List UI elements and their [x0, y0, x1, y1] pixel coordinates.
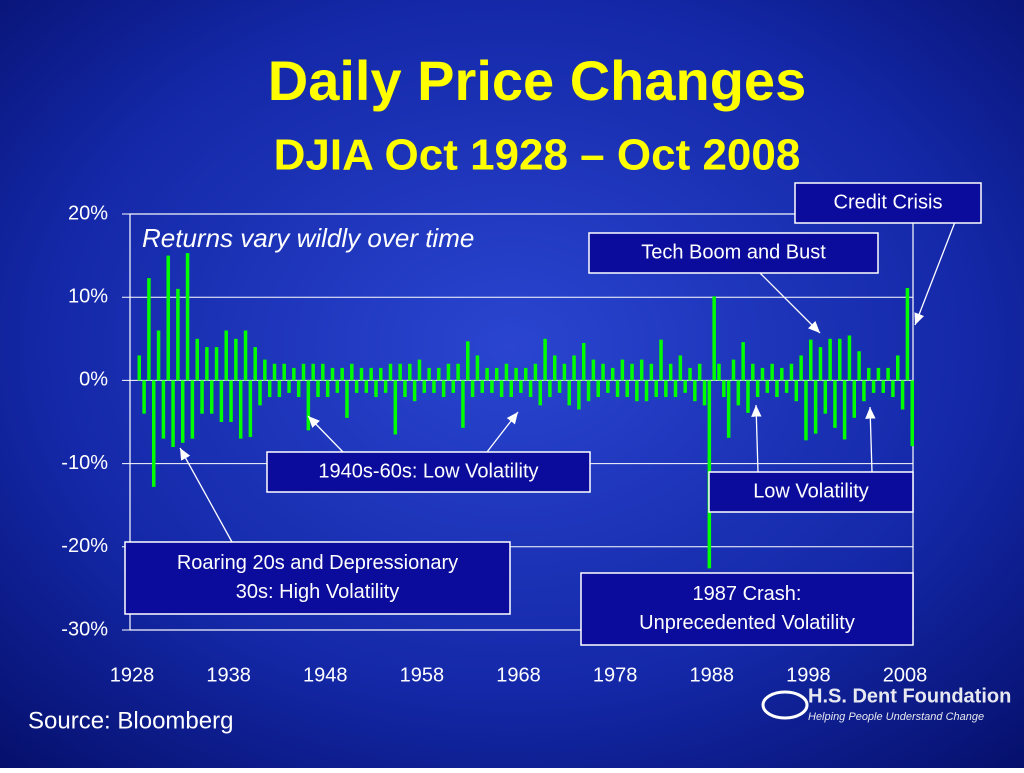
annotation-text: 1940s-60s: Low Volatility — [318, 460, 538, 482]
annotation-text: Tech Boom and Bust — [641, 241, 826, 263]
annotation-box — [124, 541, 511, 615]
annotation-text: Unprecedented Volatility — [639, 612, 855, 634]
logo: H.S. Dent Foundation Helping People Unde… — [761, 685, 1011, 723]
x-tick-label: 1988 — [690, 664, 735, 686]
x-tick-label: 2008 — [883, 664, 928, 686]
arrow — [751, 404, 762, 473]
y-tick-label: 0% — [79, 369, 108, 391]
x-tick-label: 1948 — [303, 664, 348, 686]
arrow — [179, 447, 233, 543]
annotation-text: Credit Crisis — [834, 191, 943, 213]
x-tick-label: 1968 — [496, 664, 541, 686]
logo-tagline: Helping People Understand Change — [808, 711, 984, 723]
subtitle: DJIA Oct 1928 – Oct 2008 — [274, 131, 801, 180]
note: Returns vary wildly over time — [142, 223, 474, 253]
arrow — [759, 272, 821, 334]
annotations: Credit Crisis Tech Boom and Bust 1940s-60s… — [124, 182, 982, 646]
annotation-box — [266, 451, 591, 493]
arrow — [307, 415, 344, 453]
x-tick-label: 1938 — [206, 664, 251, 686]
arrows — [179, 221, 956, 543]
source: Source: Bloomberg — [28, 707, 233, 734]
annotation-box — [794, 182, 982, 224]
x-tick-label: 1998 — [786, 664, 831, 686]
x-tick-label: 1958 — [400, 664, 445, 686]
annotation-box — [580, 572, 914, 646]
annotation-box — [588, 232, 879, 274]
logo-name: H.S. Dent Foundation — [808, 685, 1011, 707]
title: Daily Price Changes — [268, 49, 806, 112]
logo-mark — [761, 690, 809, 720]
arrow — [865, 406, 876, 473]
y-tick-label: -10% — [61, 452, 108, 474]
annotation-text: 1987 Crash: — [693, 583, 802, 605]
arrow — [486, 411, 519, 453]
y-tick-label: -30% — [61, 618, 108, 640]
y-tick-label: -20% — [61, 535, 108, 557]
annotation-text: Low Volatility — [753, 480, 869, 502]
arrow — [914, 221, 956, 326]
annotation-text: Roaring 20s and Depressionary — [177, 552, 458, 574]
y-tick-label: 10% — [68, 285, 108, 307]
annotation-box — [708, 471, 914, 513]
x-tick-label: 1978 — [593, 664, 638, 686]
x-tick-label: 1928 — [110, 664, 155, 686]
annotation-text: 30s: High Volatility — [236, 581, 399, 603]
y-tick-label: 20% — [68, 202, 108, 224]
